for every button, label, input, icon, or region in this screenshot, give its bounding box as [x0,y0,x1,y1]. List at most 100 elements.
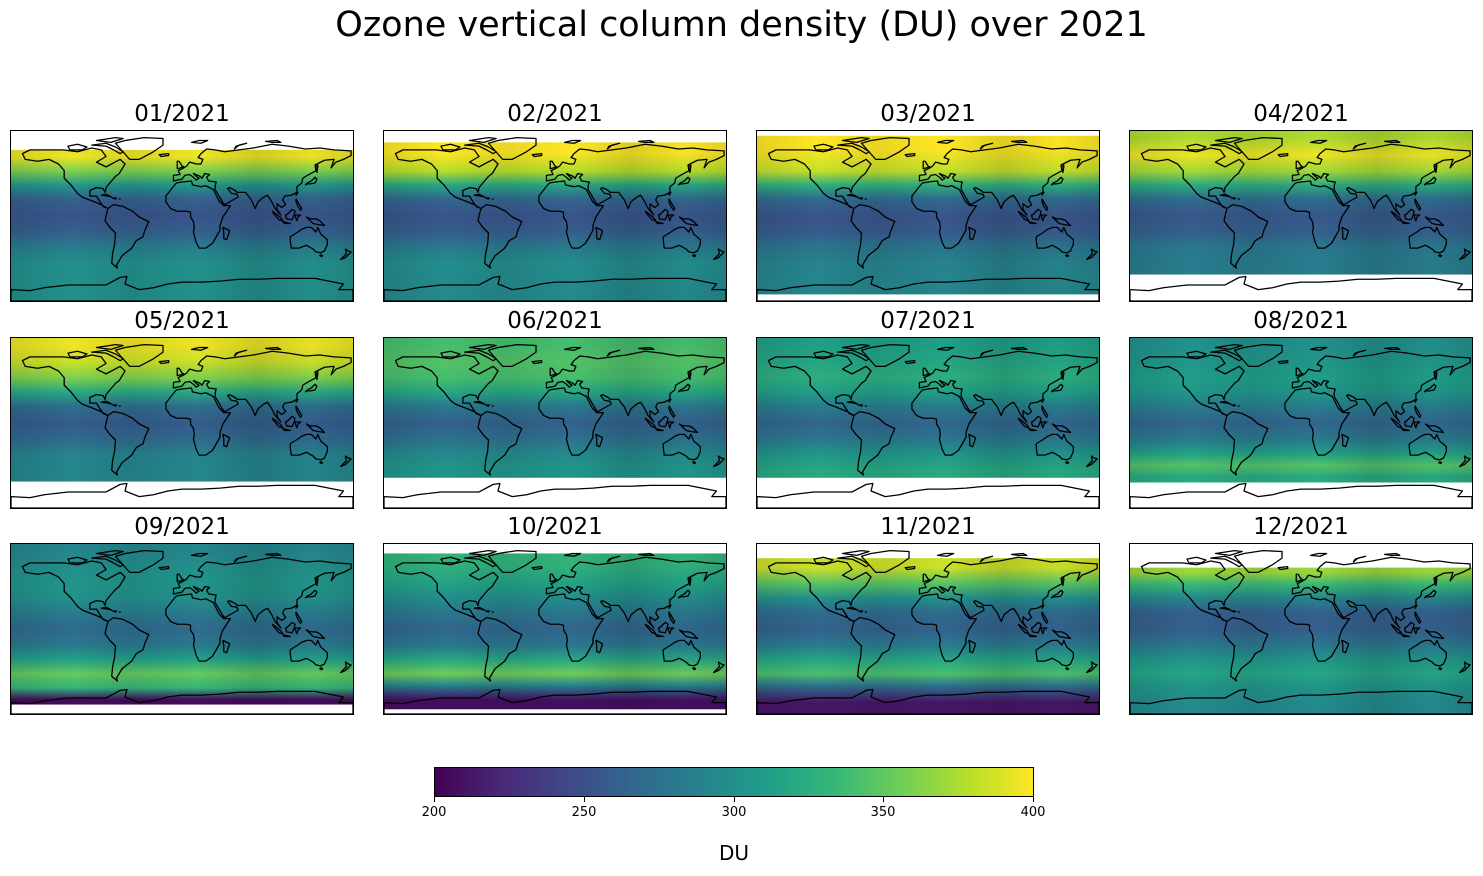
coastline [176,573,185,583]
coastline [111,404,118,407]
coastline [918,143,1098,216]
coastline [644,417,657,429]
coastline [165,593,232,662]
coastline [487,136,537,161]
coastline [1219,400,1232,405]
coastline [1050,383,1064,393]
coastline [1408,226,1447,254]
coastline [850,410,896,476]
coastline [1434,371,1438,381]
map-svg [757,135,1099,301]
panel-title: 10/2021 [507,514,603,540]
coastline [1352,349,1367,357]
coastline [1028,633,1037,638]
coastline [294,214,302,222]
coastline [968,433,977,448]
coastline [1230,610,1237,613]
map-svg [757,338,1099,508]
coastline [222,226,231,241]
coastline [319,667,324,671]
coastline [114,549,164,574]
coastline [464,555,497,568]
coastline [922,160,931,170]
coastline [979,349,994,357]
coastline [1401,633,1410,638]
coastline [813,350,834,358]
map-panel-02-2021 [383,130,727,302]
coastline [606,142,621,150]
coastline [1424,629,1445,640]
coastline [1341,433,1350,448]
coastline [1277,152,1289,158]
coastline [1210,349,1243,362]
coastline [111,610,118,613]
panel-title: 07/2021 [880,308,976,334]
coastline [841,549,870,557]
coastline [1341,226,1350,241]
coastline [304,176,318,186]
coastline [340,661,352,674]
coastline [1040,421,1048,429]
map-panel-12-2021 [1129,543,1473,715]
panel-title: 09/2021 [134,514,230,540]
coastline [271,623,284,635]
coastline [100,606,113,611]
coastline [922,573,931,583]
coastline [1051,423,1072,434]
coastline [1230,404,1237,407]
coastline [1423,589,1437,599]
coastline [295,198,303,212]
ozone-texture [384,338,726,478]
coastline [662,433,701,461]
coastline [1061,371,1065,381]
coastline [904,359,916,365]
coastline [172,350,352,423]
coastline [1065,461,1070,465]
coastline [473,606,486,611]
coastline [667,214,675,222]
coastline [813,556,834,564]
coastline [549,573,558,583]
coastline [1041,198,1049,212]
coastline [857,610,864,613]
coastline [295,604,299,609]
map-svg [1130,338,1472,508]
coastline [264,139,282,144]
coastline [979,555,994,563]
coastline [668,398,672,403]
coastline [1230,197,1237,200]
coastline [713,248,725,261]
coastline [549,367,558,377]
coastline [282,220,291,225]
coastline [846,606,859,611]
coastline [1284,180,1351,249]
coastline [1233,136,1283,161]
coastline [1030,621,1042,634]
coastline [1309,139,1328,144]
coastline [860,343,910,368]
coastline [911,180,978,249]
coastline [677,176,691,186]
coastline [440,556,461,564]
coastline [304,589,318,599]
coastline [271,417,284,429]
coastline [1390,623,1403,635]
coastline [305,629,326,640]
coastline [315,164,319,174]
coastline [904,565,916,571]
map-svg [384,338,726,508]
coastline [606,555,621,563]
coastline [1414,191,1418,196]
coastline [850,616,896,682]
coastline [936,139,955,144]
coastline [1050,589,1064,599]
coastline [563,552,582,557]
coastline [904,152,916,158]
coastline [111,197,118,200]
coastline [264,552,282,557]
coastline [104,410,150,476]
coastline [1223,203,1269,269]
map-panel-08-2021 [1129,337,1473,509]
colorbar-tick-label: 250 [571,805,597,820]
coastline [91,142,124,155]
